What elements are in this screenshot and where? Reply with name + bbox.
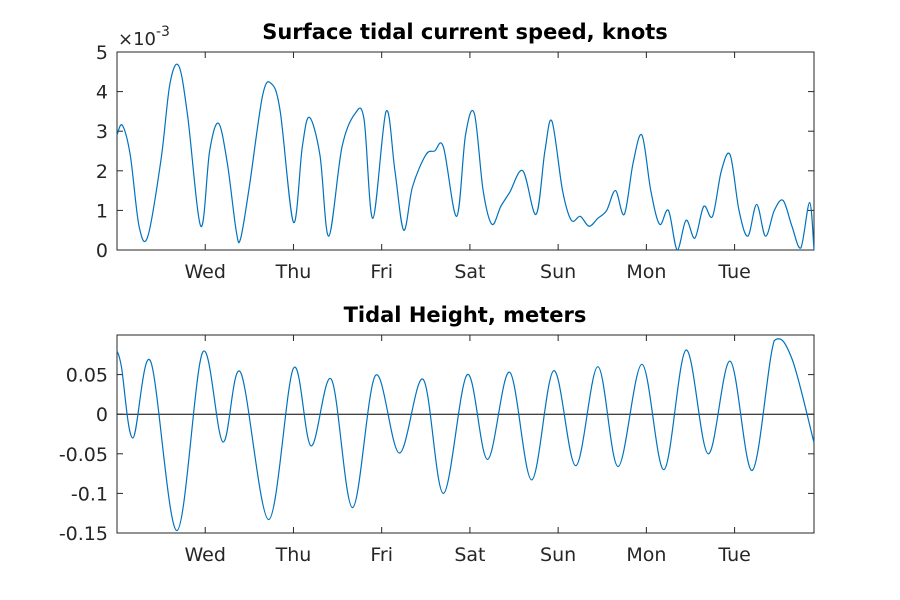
chart-title: Surface tidal current speed, knots [262, 20, 668, 44]
x-axis-ticks: Wed Thu Fri Sat Sun Mon Tue [185, 335, 751, 566]
y-tick-label: -0.05 [59, 444, 108, 466]
x-tick-label: Wed [185, 544, 226, 566]
current-speed-line [116, 63, 815, 251]
x-axis-ticks: Wed Thu Fri Sat Sun Mon Tue [185, 52, 751, 283]
chart-tidal-height: Tidal Height, meters -0.15 -0.1 -0.05 0 0.05… [59, 303, 815, 566]
y-tick-label: 0.05 [66, 365, 108, 387]
x-tick-label: Mon [626, 261, 666, 283]
x-tick-label: Wed [185, 261, 226, 283]
y-exponent-power: -3 [156, 24, 170, 40]
x-tick-label: Fri [370, 261, 393, 283]
y-axis-ticks: -0.15 -0.1 -0.05 0 0.05 [59, 365, 814, 545]
chart-title: Tidal Height, meters [344, 303, 587, 327]
tidal-height-line [116, 338, 815, 532]
y-tick-label: -0.1 [71, 483, 108, 505]
x-tick-label: Mon [626, 544, 666, 566]
x-tick-label: Sun [540, 261, 576, 283]
x-tick-label: Sat [454, 261, 485, 283]
x-tick-label: Thu [275, 544, 312, 566]
x-tick-label: Fri [370, 544, 393, 566]
y-exponent-base: ×10 [118, 29, 156, 50]
x-tick-label: Sun [540, 544, 576, 566]
chart-current-speed: Surface tidal current speed, knots ×10-3… [96, 20, 815, 283]
x-tick-label: Tue [717, 261, 750, 283]
y-tick-label: 0 [96, 404, 108, 426]
y-tick-label: 1 [96, 200, 108, 222]
x-tick-label: Thu [275, 261, 312, 283]
y-axis-ticks: 0 1 2 3 4 5 [96, 42, 814, 262]
y-tick-label: 0 [96, 240, 108, 262]
y-tick-label: 2 [96, 161, 108, 183]
x-tick-label: Sat [454, 544, 485, 566]
x-tick-label: Tue [717, 544, 750, 566]
y-tick-label: 3 [96, 121, 108, 143]
plot-area [116, 334, 815, 534]
plot-area [116, 51, 815, 251]
y-tick-label: -0.15 [59, 523, 108, 545]
y-tick-label: 4 [96, 82, 108, 104]
y-tick-label: 5 [96, 42, 108, 64]
y-exponent: ×10-3 [118, 24, 170, 50]
